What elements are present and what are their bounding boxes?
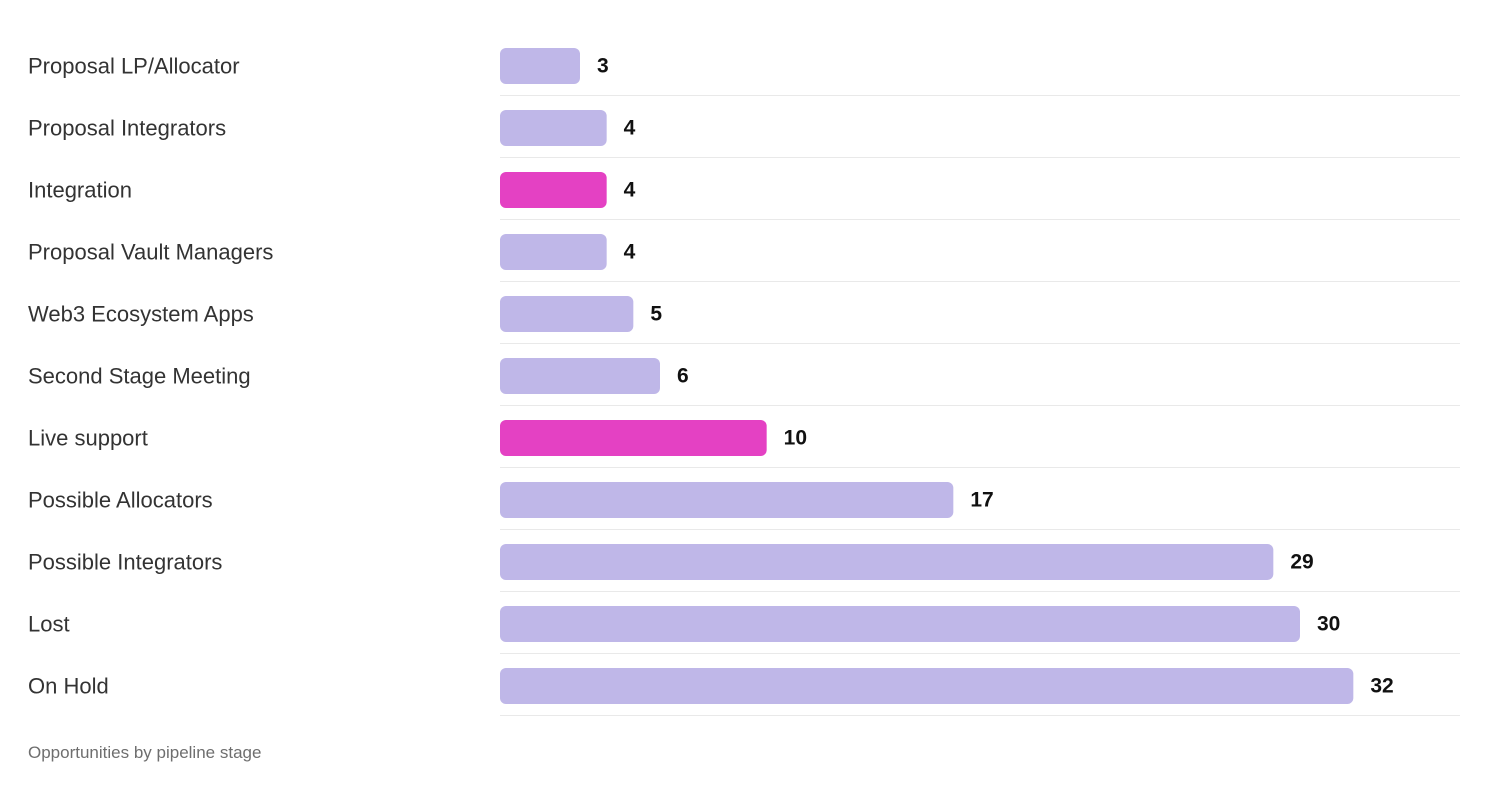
bar-row: Web3 Ecosystem Apps 5 [28,296,1460,344]
bar-row: On Hold 32 [28,668,1460,716]
category-label: Possible Allocators [28,488,213,513]
bar-row: Second Stage Meeting 6 [28,358,1460,406]
value-label: 3 [597,55,609,78]
value-label: 32 [1370,675,1393,698]
bar [500,296,634,332]
bar [500,234,607,270]
category-label: Proposal Vault Managers [28,240,273,265]
category-label: Proposal Integrators [28,116,226,141]
category-label: Live support [28,426,148,451]
bar-row: Possible Allocators 17 [28,482,1460,530]
bar [500,110,607,146]
category-label: Lost [28,612,70,637]
value-label: 6 [677,365,689,388]
value-label: 4 [624,117,636,140]
bar-highlighted [500,420,767,456]
value-label: 30 [1317,613,1340,636]
bar-row: Live support 10 [28,420,1460,468]
category-label: Proposal LP/Allocator [28,54,240,79]
category-label: On Hold [28,674,109,699]
bar-row: Integration 4 [28,172,1460,220]
category-label: Web3 Ecosystem Apps [28,302,254,327]
bar-row: Lost 30 [28,606,1460,654]
bar-highlighted [500,172,607,208]
category-label: Integration [28,178,132,203]
bar-row: Proposal Vault Managers 4 [28,234,1460,282]
category-label: Second Stage Meeting [28,364,251,389]
value-label: 29 [1290,551,1313,574]
category-label: Possible Integrators [28,550,222,575]
bar [500,482,954,518]
bar-row: Proposal LP/Allocator 3 [28,48,1460,96]
chart-caption: Opportunities by pipeline stage [28,743,262,762]
bar [500,358,660,394]
bar-row: Proposal Integrators 4 [28,110,1460,158]
value-label: 4 [624,241,636,264]
value-label: 5 [650,303,662,326]
bar [500,668,1354,704]
value-label: 17 [970,489,993,512]
bar [500,48,580,84]
bar [500,606,1300,642]
bar-row: Possible Integrators 29 [28,544,1460,592]
value-label: 10 [784,427,807,450]
bar [500,544,1274,580]
value-label: 4 [624,179,636,202]
